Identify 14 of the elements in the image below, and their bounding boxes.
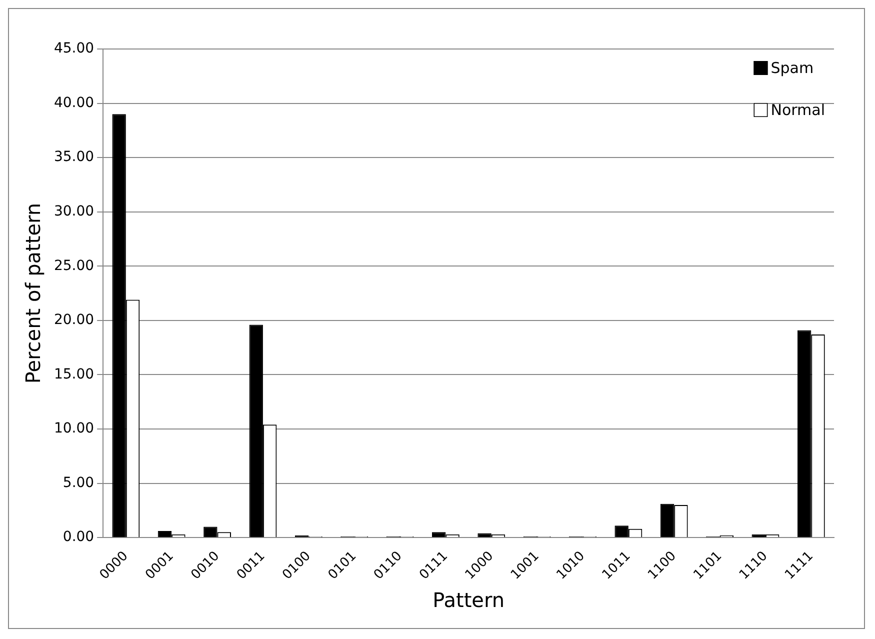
y-tick-label: 25.00 <box>54 258 94 274</box>
legend-label: Normal <box>770 100 826 119</box>
y-tick-label: 40.00 <box>54 94 94 111</box>
y-axis-title: Percent of pattern <box>21 202 46 384</box>
y-tick-label: 10.00 <box>54 420 94 437</box>
y-tick-label: 15.00 <box>54 366 94 382</box>
y-tick-label: 20.00 <box>54 312 94 328</box>
legend-label: Spam <box>770 58 814 77</box>
y-tick-label: 30.00 <box>54 204 94 220</box>
y-tick-label: 5.00 <box>62 474 94 491</box>
x-axis-title: Pattern <box>432 588 505 612</box>
y-tick-label: 0.00 <box>62 529 94 546</box>
y-tick-label: 35.00 <box>54 149 94 166</box>
y-tick-label: 45.00 <box>54 40 94 57</box>
